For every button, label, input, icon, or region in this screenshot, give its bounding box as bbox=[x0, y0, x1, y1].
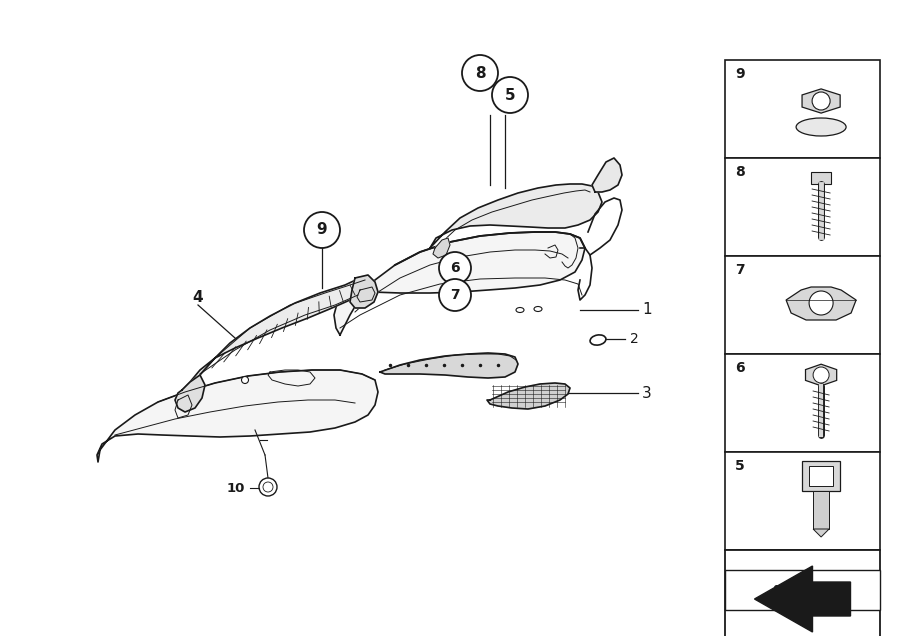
Circle shape bbox=[812, 92, 830, 110]
Polygon shape bbox=[786, 287, 856, 320]
Bar bbox=[725, 354, 880, 452]
Polygon shape bbox=[380, 353, 518, 378]
Circle shape bbox=[813, 367, 829, 383]
Bar bbox=[802, 461, 840, 491]
Circle shape bbox=[259, 478, 277, 496]
Polygon shape bbox=[433, 238, 450, 258]
Circle shape bbox=[241, 377, 248, 384]
Polygon shape bbox=[813, 529, 829, 537]
Bar bbox=[725, 158, 880, 256]
Polygon shape bbox=[806, 364, 837, 386]
Bar bbox=[725, 60, 880, 158]
Polygon shape bbox=[592, 158, 622, 192]
Ellipse shape bbox=[516, 307, 524, 312]
Text: 2: 2 bbox=[630, 332, 639, 346]
Bar bbox=[811, 172, 831, 184]
Polygon shape bbox=[182, 278, 370, 395]
Circle shape bbox=[439, 252, 471, 284]
Text: 6: 6 bbox=[450, 261, 460, 275]
Polygon shape bbox=[813, 491, 829, 529]
Text: 8: 8 bbox=[735, 165, 745, 179]
Text: 3: 3 bbox=[642, 385, 652, 401]
Circle shape bbox=[304, 212, 340, 248]
Polygon shape bbox=[754, 566, 850, 632]
Circle shape bbox=[809, 291, 833, 315]
Text: 8: 8 bbox=[474, 66, 485, 81]
Circle shape bbox=[492, 77, 528, 113]
Text: 4: 4 bbox=[193, 291, 203, 305]
Text: 7: 7 bbox=[450, 288, 460, 302]
Polygon shape bbox=[802, 89, 841, 113]
Polygon shape bbox=[350, 275, 378, 308]
Circle shape bbox=[263, 482, 273, 492]
Circle shape bbox=[462, 55, 498, 91]
Text: 6: 6 bbox=[735, 361, 744, 375]
Bar bbox=[725, 550, 880, 636]
Bar bbox=[725, 570, 880, 610]
Ellipse shape bbox=[534, 307, 542, 312]
Ellipse shape bbox=[796, 118, 846, 136]
Text: 9: 9 bbox=[735, 67, 744, 81]
Polygon shape bbox=[487, 383, 570, 409]
Bar bbox=[725, 452, 880, 550]
Polygon shape bbox=[334, 232, 585, 335]
Polygon shape bbox=[430, 184, 602, 248]
Circle shape bbox=[439, 279, 471, 311]
Polygon shape bbox=[175, 375, 205, 412]
Text: 00165034: 00165034 bbox=[772, 583, 832, 597]
Text: 9: 9 bbox=[317, 223, 328, 237]
Bar bbox=[725, 256, 880, 354]
Bar bbox=[809, 466, 833, 486]
Ellipse shape bbox=[590, 335, 606, 345]
Text: 5: 5 bbox=[505, 88, 516, 102]
Text: 7: 7 bbox=[735, 263, 744, 277]
Text: 10: 10 bbox=[227, 481, 245, 495]
Text: 1: 1 bbox=[642, 303, 652, 317]
Text: 5: 5 bbox=[735, 459, 745, 473]
Polygon shape bbox=[97, 370, 378, 462]
